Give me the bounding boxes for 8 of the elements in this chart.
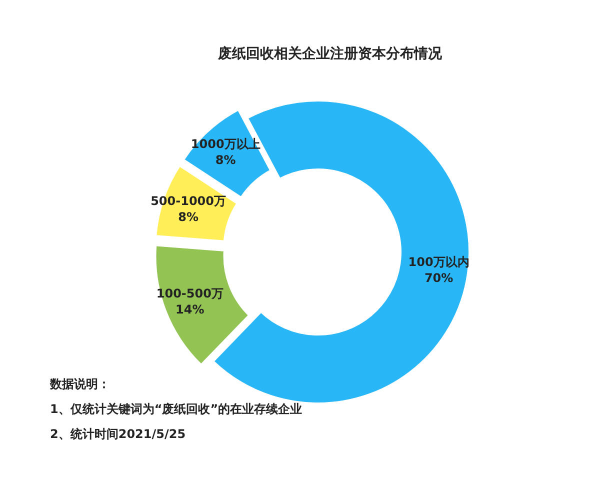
text: 2、统计时间2021/5/25 (50, 427, 186, 441)
data-label: 8% (178, 210, 198, 224)
text: 1、仅统计关键词为“废纸回收”的在业存续企业 (50, 402, 302, 416)
data-label: 70% (424, 270, 454, 285)
chart-title: 废纸回收相关企业注册资本分布情况 (217, 45, 443, 62)
text: 数据说明： (49, 377, 110, 391)
data-label: 8% (215, 152, 236, 167)
data-label: 14% (176, 302, 204, 317)
